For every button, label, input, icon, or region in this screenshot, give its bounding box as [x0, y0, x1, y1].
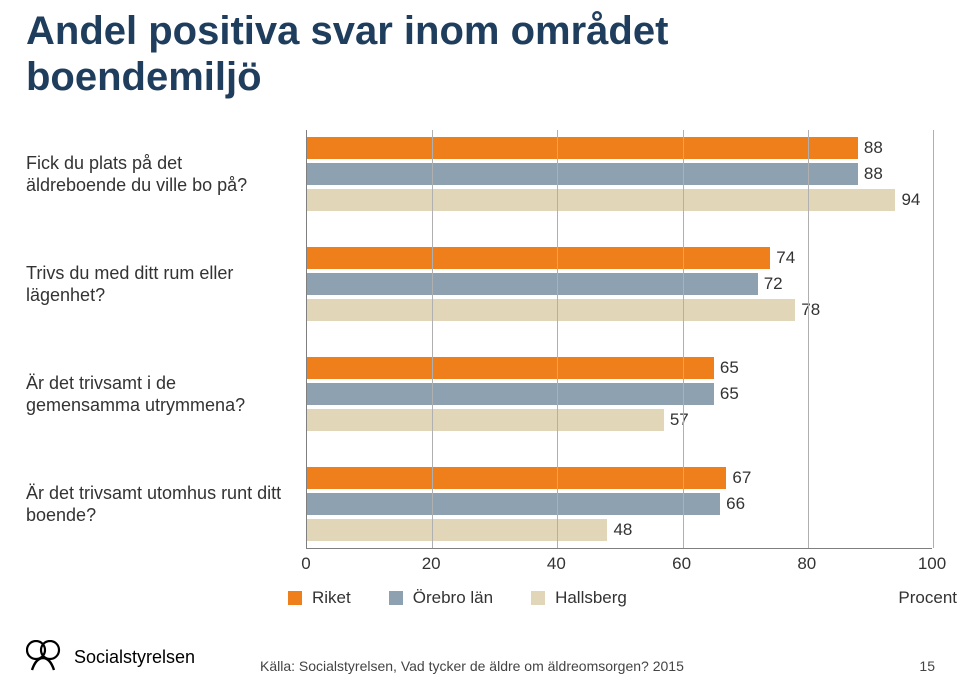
x-tick: 20 [422, 554, 441, 574]
page-title: Andel positiva svar inom området boendem… [26, 8, 668, 100]
bar-value: 72 [764, 273, 783, 295]
bar [307, 247, 770, 269]
bar-value: 78 [801, 299, 820, 321]
legend-label: Örebro län [413, 588, 493, 608]
gridline [933, 130, 934, 548]
title-line-2: boendemiljö [26, 55, 262, 99]
x-tick: 100 [918, 554, 946, 574]
logo-icon [26, 640, 68, 674]
gridline [557, 130, 558, 548]
gridline [432, 130, 433, 548]
logo-text: Socialstyrelsen [74, 647, 195, 668]
y-axis-label: Procent [898, 588, 957, 608]
x-tick: 80 [797, 554, 816, 574]
bar-value: 65 [720, 383, 739, 405]
gridline [808, 130, 809, 548]
bar-value: 74 [776, 247, 795, 269]
question-label: Är det trivsamt i de gemensamma utrymmen… [26, 350, 286, 438]
bar [307, 357, 714, 379]
bar [307, 273, 758, 295]
x-tick: 60 [672, 554, 691, 574]
bar-value: 94 [901, 189, 920, 211]
bar [307, 493, 720, 515]
logo: Socialstyrelsen [26, 640, 195, 674]
legend-label: Riket [312, 588, 351, 608]
bar [307, 409, 664, 431]
legend-swatch [389, 591, 403, 605]
bar-value: 88 [864, 137, 883, 159]
bar-value: 57 [670, 409, 689, 431]
source-text: Källa: Socialstyrelsen, Vad tycker de äl… [260, 658, 684, 674]
bar [307, 299, 795, 321]
bar [307, 383, 714, 405]
x-tick: 0 [301, 554, 310, 574]
question-label: Fick du plats på det äldreboende du vill… [26, 130, 286, 218]
bar-value: 66 [726, 493, 745, 515]
bar-value: 67 [732, 467, 751, 489]
legend: Riket Örebro län Hallsberg [288, 588, 655, 608]
chart: Fick du plats på det äldreboende du vill… [26, 130, 932, 570]
legend-swatch [531, 591, 545, 605]
x-tick: 40 [547, 554, 566, 574]
gridline [683, 130, 684, 548]
question-label: Trivs du med ditt rum eller lägenhet? [26, 240, 286, 328]
bar [307, 163, 858, 185]
title-line-1: Andel positiva svar inom området [26, 9, 668, 53]
bar-value: 88 [864, 163, 883, 185]
legend-label: Hallsberg [555, 588, 627, 608]
bar-value: 65 [720, 357, 739, 379]
bar [307, 519, 607, 541]
legend-swatch [288, 591, 302, 605]
bar-value: 48 [613, 519, 632, 541]
question-label: Är det trivsamt utomhus runt ditt boende… [26, 460, 286, 548]
bar [307, 467, 726, 489]
page-number: 15 [919, 658, 935, 674]
bar [307, 137, 858, 159]
